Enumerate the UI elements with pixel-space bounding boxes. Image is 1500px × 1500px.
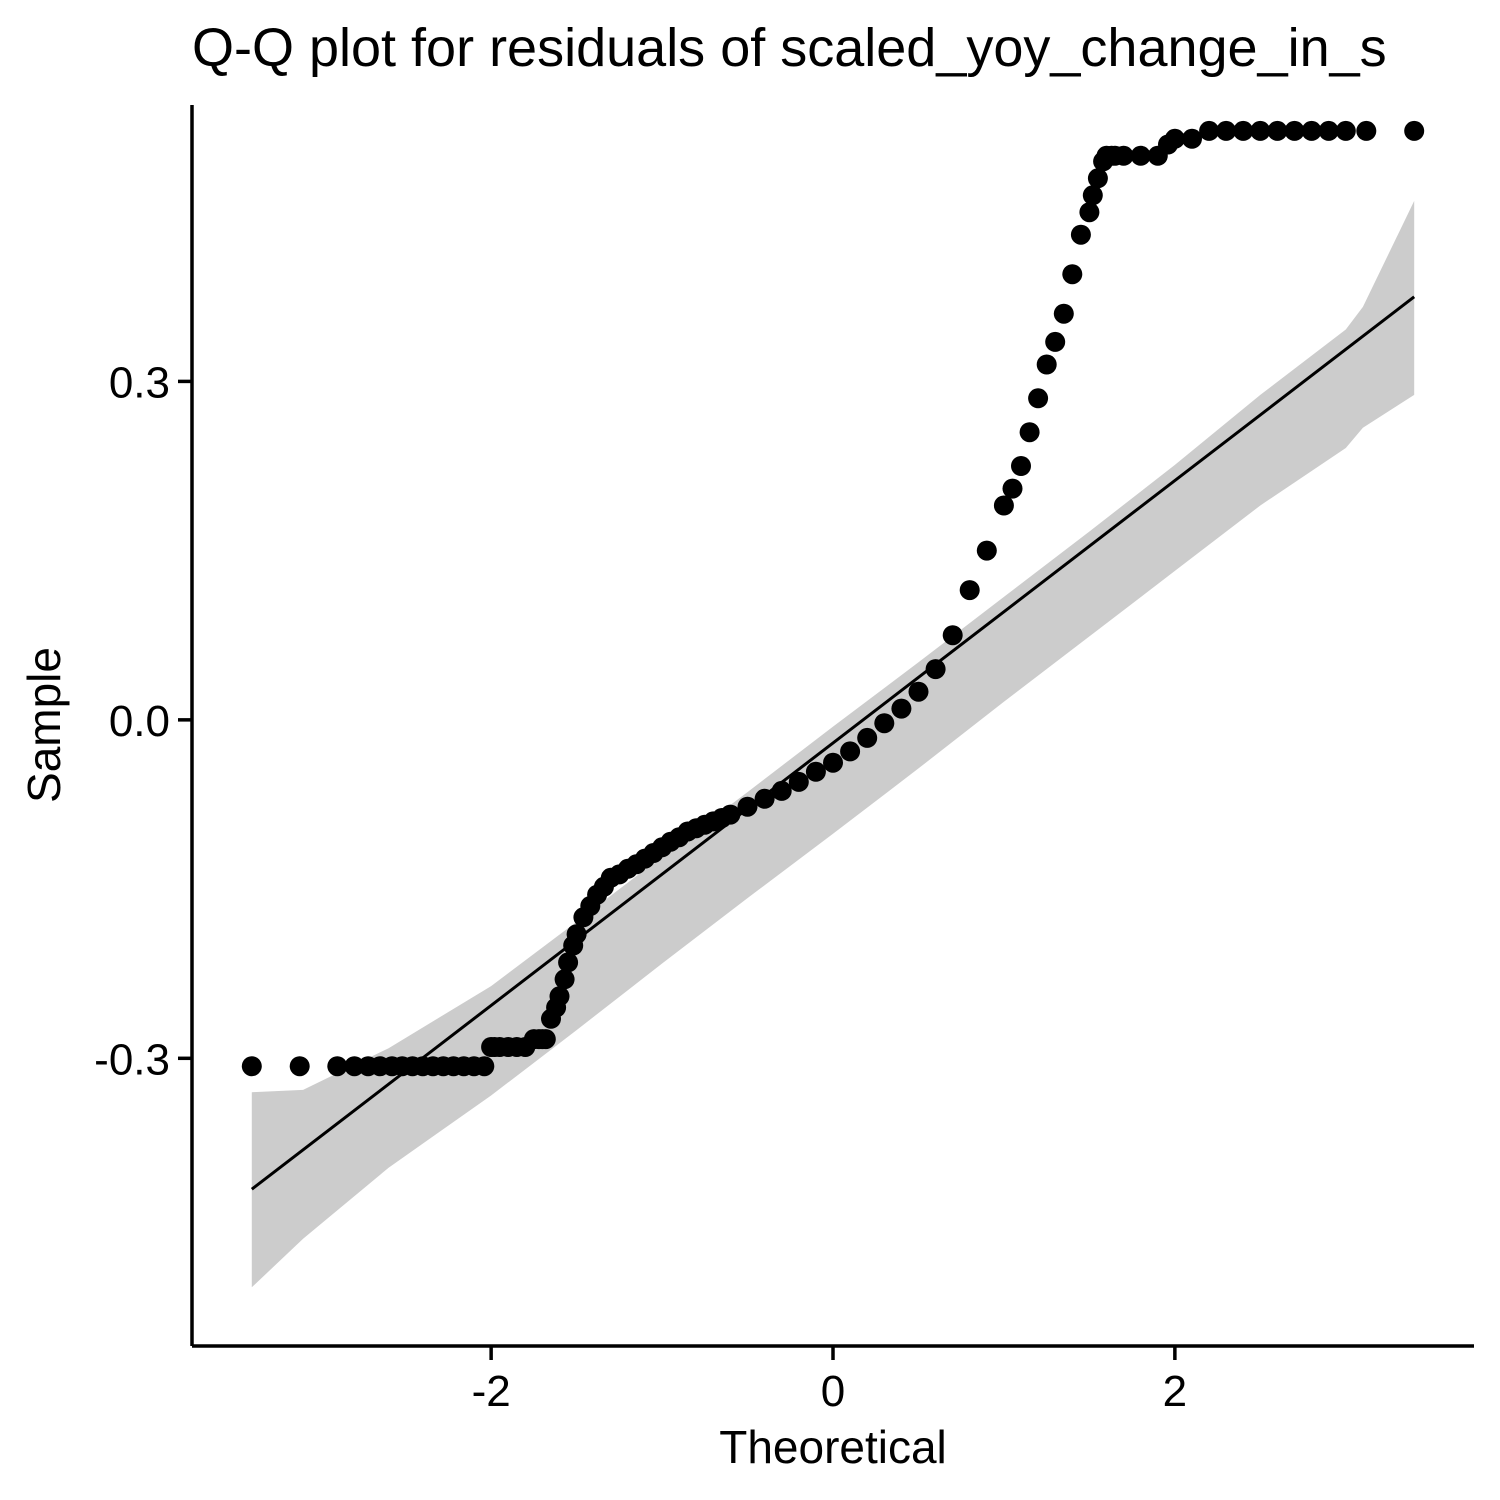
- chart-title: Q-Q plot for residuals of scaled_yoy_cha…: [192, 18, 1387, 78]
- data-point: [1036, 354, 1057, 375]
- data-point: [1082, 185, 1103, 206]
- data-point: [788, 771, 809, 792]
- data-point: [1087, 168, 1108, 189]
- data-point: [1267, 120, 1288, 141]
- data-point: [857, 727, 878, 748]
- x-tick-label: -2: [472, 1367, 511, 1416]
- y-tick-label: 0.3: [109, 358, 170, 407]
- data-point: [1019, 422, 1040, 443]
- data-point: [1113, 145, 1134, 166]
- data-point: [1070, 224, 1091, 245]
- data-point: [566, 924, 587, 945]
- data-point: [1130, 145, 1151, 166]
- data-point: [344, 1056, 365, 1077]
- data-point: [805, 761, 826, 782]
- data-point: [720, 804, 741, 825]
- data-point: [554, 969, 575, 990]
- data-point: [1404, 120, 1425, 141]
- data-point: [771, 780, 792, 801]
- data-point: [1356, 120, 1377, 141]
- data-point: [1335, 120, 1356, 141]
- data-point: [1284, 120, 1305, 141]
- data-point: [1199, 120, 1220, 141]
- data-point: [289, 1056, 310, 1077]
- data-point: [327, 1056, 348, 1077]
- data-point: [1011, 456, 1031, 476]
- data-point: [925, 659, 946, 680]
- data-point: [1301, 120, 1322, 141]
- data-point: [558, 952, 579, 973]
- data-point: [1216, 120, 1237, 141]
- data-point: [1318, 120, 1339, 141]
- y-axis-title: Sample: [18, 647, 70, 803]
- data-point: [823, 752, 843, 773]
- data-point: [1053, 303, 1074, 324]
- data-point: [908, 681, 929, 702]
- data-point: [737, 796, 758, 817]
- data-point: [1045, 331, 1066, 352]
- data-point: [976, 540, 997, 561]
- data-point: [1002, 478, 1023, 499]
- data-point: [942, 625, 963, 646]
- data-point: [474, 1056, 495, 1077]
- y-ticks: -0.3 0.0 0.3: [94, 358, 192, 1084]
- y-tick-label: -0.3: [94, 1035, 170, 1084]
- data-point: [959, 580, 980, 601]
- x-ticks: -2 0 2: [472, 1346, 1187, 1416]
- data-point: [993, 495, 1014, 516]
- data-point: [1164, 128, 1185, 149]
- reference-line-layer: [250, 295, 1416, 1191]
- data-point: [535, 1029, 556, 1050]
- x-axis-title: Theoretical: [719, 1421, 947, 1473]
- data-point: [840, 741, 861, 762]
- data-point: [874, 713, 895, 734]
- data-point: [891, 698, 912, 719]
- data-point: [1062, 264, 1083, 285]
- data-point: [754, 788, 775, 809]
- x-tick-label: 0: [821, 1367, 845, 1416]
- data-point: [1182, 128, 1202, 149]
- y-tick-label: 0.0: [109, 697, 170, 746]
- points-layer: [241, 120, 1425, 1077]
- data-point: [1233, 120, 1254, 141]
- reference-line: [250, 295, 1416, 1191]
- data-point: [1079, 202, 1100, 223]
- x-tick-label: 2: [1163, 1367, 1187, 1416]
- data-point: [1028, 388, 1049, 409]
- data-point: [241, 1056, 262, 1077]
- data-point: [1250, 120, 1271, 141]
- data-point: [549, 986, 570, 1007]
